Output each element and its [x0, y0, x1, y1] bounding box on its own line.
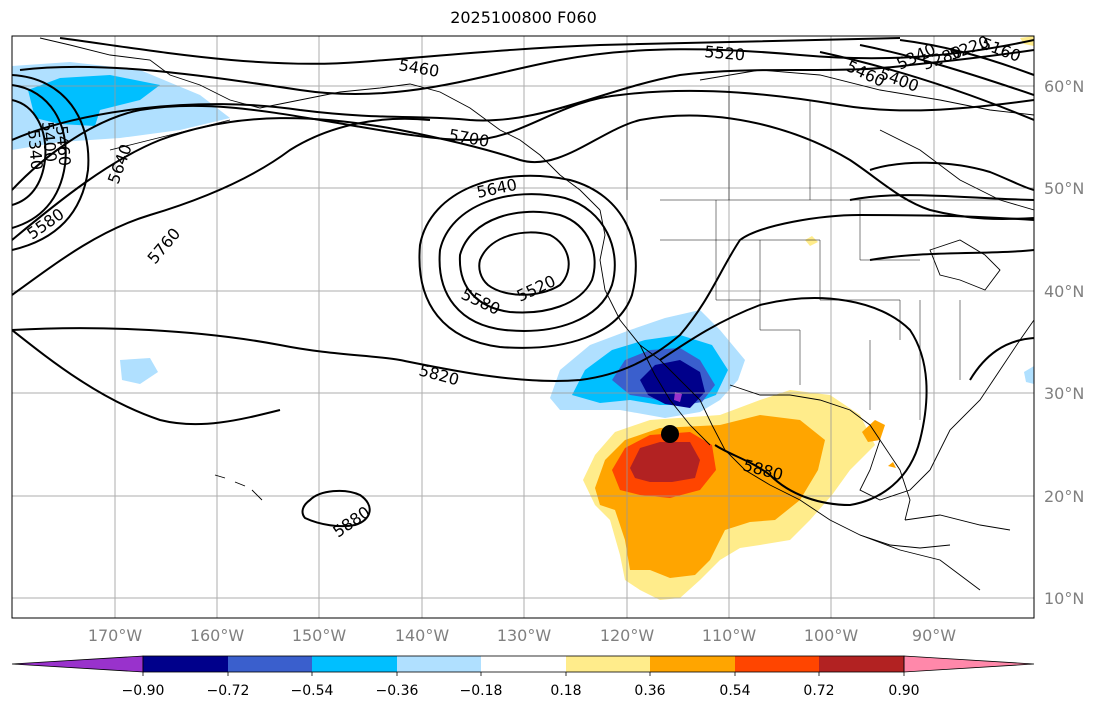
- cuba: [904, 514, 1011, 531]
- colorbar-tick-label: −0.72: [206, 683, 250, 699]
- lat-label-30n: 30°N: [1044, 384, 1085, 403]
- contour-5880-east: [969, 337, 1034, 381]
- contour-ne-5: [849, 194, 1034, 201]
- map-border: [11, 35, 1035, 619]
- colorbar-tick-label: 0.90: [888, 683, 920, 699]
- colorbar-segment: [650, 656, 735, 672]
- hudson-region: [879, 129, 1034, 211]
- contour-5640-north: [12, 89, 1034, 191]
- colorbar-segment: [312, 656, 397, 672]
- east-coast: [929, 319, 1034, 471]
- anomaly-yellow-small: [805, 236, 818, 246]
- central-america: [859, 534, 981, 591]
- storm-center-marker: [661, 425, 679, 443]
- baja: [639, 344, 711, 446]
- contour-5460-north: [59, 37, 901, 65]
- contour-ne-1: [899, 39, 1034, 76]
- anomaly-blue-east: [1024, 366, 1034, 384]
- lat-label-20n: 20°N: [1044, 487, 1085, 506]
- contour-5760: [12, 117, 431, 296]
- colorbar-segment: [819, 656, 904, 672]
- anomaly-blue-small: [120, 358, 158, 384]
- contour-nw-2: [12, 84, 67, 229]
- lon-label-90w: 90°W: [911, 626, 957, 645]
- colorbar-border: [142, 655, 905, 673]
- height-contours: [12, 37, 1034, 528]
- contour-ne-2: [859, 44, 1034, 96]
- colorbar-tick-label: −0.36: [375, 683, 419, 699]
- colorbar-segment: [228, 656, 312, 672]
- anomaly-navy-sw: [640, 360, 705, 408]
- lon-label-130w: 130°W: [496, 626, 552, 645]
- lat-label-50n: 50°N: [1044, 179, 1085, 198]
- lon-label-150w: 150°W: [291, 626, 347, 645]
- colorbar-tick-label: 0.18: [550, 683, 582, 699]
- lat-label-10n: 10°N: [1044, 589, 1085, 608]
- great-lakes: [929, 239, 1001, 291]
- contour-label: 5340: [24, 129, 46, 171]
- colorbar-tick-label: −0.90: [121, 683, 165, 699]
- lon-label-140w: 140°W: [394, 626, 450, 645]
- anomaly-dark-red: [630, 442, 700, 482]
- colorbar: [11, 655, 1035, 676]
- contour-5820: [12, 213, 1034, 382]
- contour-low-2: [458, 210, 596, 314]
- contour-low-3: [438, 193, 616, 332]
- anomaly-purple-sw: [674, 392, 682, 402]
- lon-label-170w: 170°W: [87, 626, 143, 645]
- lon-label-120w: 120°W: [599, 626, 655, 645]
- contour-ne-3: [819, 51, 1034, 121]
- colorbar-arrow-right: [903, 655, 1035, 673]
- contour-low-1: [478, 231, 570, 296]
- contour-5700: [12, 114, 1034, 241]
- contour-low-4: [418, 174, 637, 349]
- contour-nw-3: [12, 74, 90, 251]
- hawaii: [214, 474, 263, 501]
- contour-se-1: [869, 249, 1034, 261]
- contour-5880-hawaii: [301, 489, 371, 528]
- colorbar-segment: [566, 656, 650, 672]
- anomaly-blue-nw-mid: [28, 75, 160, 126]
- contour-label: 5520: [704, 42, 746, 64]
- colorbar-segment: [481, 656, 566, 672]
- anomaly-yellow-small2: [888, 462, 896, 468]
- state-borders: [626, 86, 1034, 420]
- lat-label-60n: 60°N: [1044, 77, 1085, 96]
- lon-label-160w: 160°W: [189, 626, 245, 645]
- contour-5880-gulf: [659, 297, 928, 507]
- alaska-coast: [39, 37, 601, 211]
- contour-label: 5400: [38, 121, 60, 163]
- contour-5580-north: [12, 49, 1034, 141]
- contour-5820-south: [12, 329, 281, 426]
- contour-ne-4: [869, 161, 1034, 191]
- colorbar-segment: [735, 656, 819, 672]
- colorbar-tick-label: −0.18: [459, 683, 503, 699]
- colorbar-tick-label: −0.54: [290, 683, 334, 699]
- coastlines: [39, 37, 1034, 591]
- colorbar-tick-label: 0.54: [719, 683, 751, 699]
- contour-label: 5460: [52, 125, 74, 167]
- lon-label-110w: 110°W: [701, 626, 757, 645]
- colorbar-tick-label: 0.36: [634, 683, 666, 699]
- lat-label-40n: 40°N: [1044, 282, 1085, 301]
- contour-5520-north: [19, 39, 1034, 96]
- contour-nw-1: [12, 99, 47, 206]
- lon-label-100w: 100°W: [803, 626, 859, 645]
- colorbar-segment: [397, 656, 481, 672]
- florida: [879, 439, 911, 521]
- colorbar-tick-label: 0.72: [803, 683, 835, 699]
- map-title: 2025100800 F060: [450, 8, 597, 27]
- colorbar-arrow-left: [11, 655, 144, 673]
- gulf-coast: [729, 384, 931, 501]
- colorbar-segment: [143, 656, 228, 672]
